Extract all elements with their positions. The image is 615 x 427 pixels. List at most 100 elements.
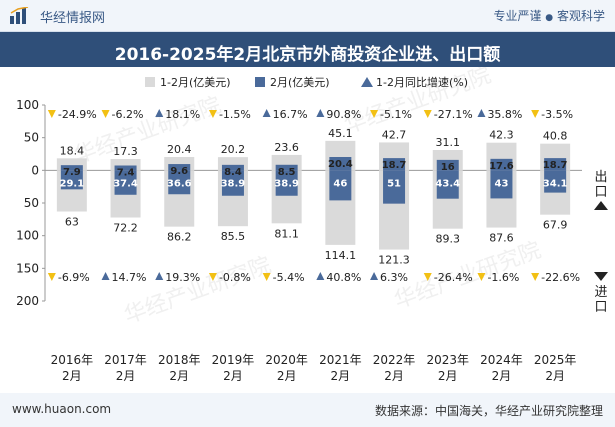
data-label-export-month: 8.5 — [278, 167, 296, 178]
yoy-export-down-icon — [47, 110, 56, 118]
yoy-import-label: 19.3% — [165, 271, 200, 284]
x-tick-label-month: 2月 — [384, 369, 404, 383]
yoy-export-label: -1.5% — [219, 108, 251, 121]
yoy-export-up-icon — [316, 109, 325, 117]
yoy-export-up-icon — [155, 109, 164, 117]
yoy-import-up-icon — [370, 272, 379, 280]
data-label-export-cumulative: 31.1 — [436, 136, 461, 149]
data-label-import-month: 34.1 — [543, 178, 568, 189]
y-tick-label: 50 — [24, 131, 39, 145]
data-label-import-cumulative: 114.1 — [325, 249, 357, 262]
x-tick-label-year: 2016年 — [51, 353, 94, 367]
tagline: 专业严谨 ● 客观科学 — [493, 7, 605, 24]
data-label-import-month: 43.4 — [435, 178, 460, 189]
data-label-import-month: 38.9 — [221, 178, 246, 189]
export-arrow-up-icon — [594, 201, 608, 210]
x-tick-label-month: 2月 — [116, 369, 136, 383]
x-tick-label-month: 2月 — [492, 369, 512, 383]
import-side-label: 进口 — [594, 285, 608, 315]
data-label-export-month: 17.6 — [489, 161, 514, 172]
footer-source: 数据来源：中国海关，华经产业研究院整理 — [374, 404, 603, 418]
tagline-2: 客观科学 — [556, 9, 605, 23]
data-label-export-month: 7.9 — [63, 167, 81, 178]
data-label-import-month: 38.9 — [274, 178, 299, 189]
data-label-import-cumulative: 89.3 — [436, 233, 461, 246]
data-label-export-month: 18.7 — [543, 160, 568, 171]
import-arrow-down-icon — [594, 272, 608, 281]
data-label-export-cumulative: 20.2 — [221, 143, 246, 156]
tagline-separator: ● — [545, 13, 554, 23]
data-label-export-cumulative: 40.8 — [543, 130, 568, 143]
x-tick-label-year: 2024年 — [480, 353, 523, 367]
yoy-import-up-icon — [155, 272, 164, 280]
yoy-export-label: -3.5% — [541, 108, 573, 121]
x-tick-label-year: 2023年 — [426, 353, 469, 367]
yoy-export-down-icon — [531, 110, 540, 118]
yoy-export-label: -5.1% — [380, 108, 412, 121]
huajing-logo-icon — [10, 7, 29, 24]
bar-export-month — [383, 158, 406, 171]
y-tick-label: 150 — [16, 261, 39, 275]
yoy-export-up-icon — [477, 109, 486, 117]
watermark-text: 华经产业研究院 — [71, 93, 224, 169]
yoy-export-down-icon — [208, 110, 217, 118]
x-tick-label-year: 2021年 — [319, 353, 362, 367]
y-tick-label: 50 — [24, 196, 39, 210]
bar-export-month — [168, 164, 191, 171]
data-label-import-cumulative: 81.1 — [274, 227, 299, 240]
data-label-import-month: 29.1 — [60, 178, 85, 189]
tagline-1: 专业严谨 — [493, 9, 542, 23]
data-label-export-month: 8.4 — [224, 167, 242, 178]
bar-export-month — [544, 158, 567, 171]
data-label-import-cumulative: 87.6 — [489, 232, 514, 245]
x-tick-label-month: 2月 — [545, 369, 565, 383]
x-tick-label-month: 2月 — [169, 369, 189, 383]
yoy-import-down-icon — [477, 273, 486, 281]
yoy-import-label: -26.4% — [434, 271, 473, 284]
bar-export-month — [490, 158, 513, 171]
brand-name: 华经情报网 — [40, 11, 106, 26]
y-tick-label: 100 — [16, 98, 39, 112]
yoy-import-label: 14.7% — [112, 271, 147, 284]
yoy-import-label: 6.3% — [380, 271, 408, 284]
bar-export-cumulative — [110, 159, 141, 171]
yoy-export-label: -24.9% — [58, 108, 97, 121]
data-label-import-cumulative: 72.2 — [113, 222, 138, 235]
bar-export-month — [329, 157, 352, 171]
chart-title: 2016-2025年2月北京市外商投资企业进、出口额 — [114, 45, 501, 65]
x-tick-label-year: 2018年 — [158, 353, 201, 367]
yoy-export-label: -27.1% — [434, 108, 473, 121]
data-label-import-month: 37.4 — [113, 178, 138, 189]
data-label-import-month: 36.6 — [167, 178, 192, 189]
yoy-import-label: 40.8% — [326, 271, 361, 284]
bar-import-month — [329, 170, 352, 201]
data-label-import-cumulative: 63 — [65, 215, 79, 228]
bar-export-month — [114, 165, 137, 171]
data-label-export-month: 7.4 — [117, 167, 135, 178]
data-label-export-cumulative: 17.3 — [113, 145, 138, 158]
legend-marker-yoy-icon — [361, 77, 373, 87]
yoy-import-down-icon — [423, 273, 432, 281]
legend-label-yoy: 1-2月同比增速(%) — [376, 75, 468, 89]
data-label-import-month: 51 — [387, 178, 401, 189]
bar-import-month — [436, 170, 459, 199]
bar-export-month — [436, 159, 459, 171]
x-tick-label-month: 2月 — [223, 369, 243, 383]
x-tick-label-year: 2022年 — [373, 353, 416, 367]
legend-label-cumulative: 1-2月(亿美元) — [160, 76, 231, 89]
data-label-import-cumulative: 86.2 — [167, 231, 192, 244]
y-tick-label: 0 — [31, 163, 39, 177]
bar-import-month — [275, 170, 298, 196]
yoy-import-label: -1.6% — [487, 271, 519, 284]
bar-export-month — [275, 164, 298, 171]
watermark-text: 华经产业研究院 — [121, 253, 274, 329]
export-side-label: 出口 — [594, 170, 608, 200]
data-label-import-month: 46 — [333, 178, 347, 189]
yoy-export-up-icon — [262, 109, 271, 117]
legend-swatch-month — [255, 77, 265, 87]
yoy-import-label: -5.4% — [273, 271, 305, 284]
yoy-import-down-icon — [208, 273, 217, 281]
data-label-export-cumulative: 18.4 — [60, 144, 85, 157]
footer-website: www.huaon.com — [12, 402, 112, 416]
